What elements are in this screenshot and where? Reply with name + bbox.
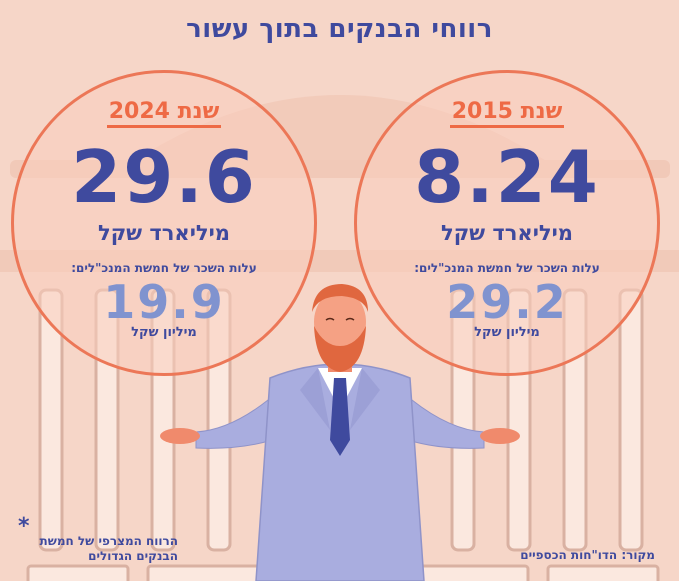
salary-description: עלות השכר של חמשת המנכ"לים:: [71, 261, 257, 275]
source-note: מקור: הדו"חות הכספיים: [520, 548, 655, 562]
year-label: שנת 2024: [14, 99, 314, 128]
panel-2024: שנת 2024 29.6 מיליארד שקל עלות השכר של ח…: [11, 70, 317, 376]
footnote-mark: *: [18, 514, 30, 539]
profit-unit: מיליארד שקל: [98, 221, 230, 245]
year-label-text: שנת 2015: [449, 99, 565, 128]
profit-value: 8.24: [414, 135, 600, 219]
page-title: רווחי הבנקים בתוך עשור: [186, 14, 493, 44]
salary-value: 19.9: [103, 275, 225, 329]
salary-description: עלות השכר של חמשת המנכ"לים:: [414, 261, 600, 275]
year-label: שנת 2015: [357, 99, 657, 128]
building-base: [26, 564, 660, 581]
panel-2015: שנת 2015 8.24 מיליארד שקל עלות השכר של ח…: [354, 70, 660, 376]
salary-value: 29.2: [446, 275, 568, 329]
profit-value: 29.6: [71, 135, 257, 219]
businessman-illustration: [160, 284, 520, 581]
year-label-text: שנת 2024: [106, 99, 222, 128]
profit-unit: מיליארד שקל: [441, 221, 573, 245]
salary-unit: מיליון שקל: [474, 325, 540, 340]
footnote-text: הרווח המצרפי של חמשת הבנקים הגדולים: [39, 534, 178, 563]
salary-unit: מיליון שקל: [131, 325, 197, 340]
